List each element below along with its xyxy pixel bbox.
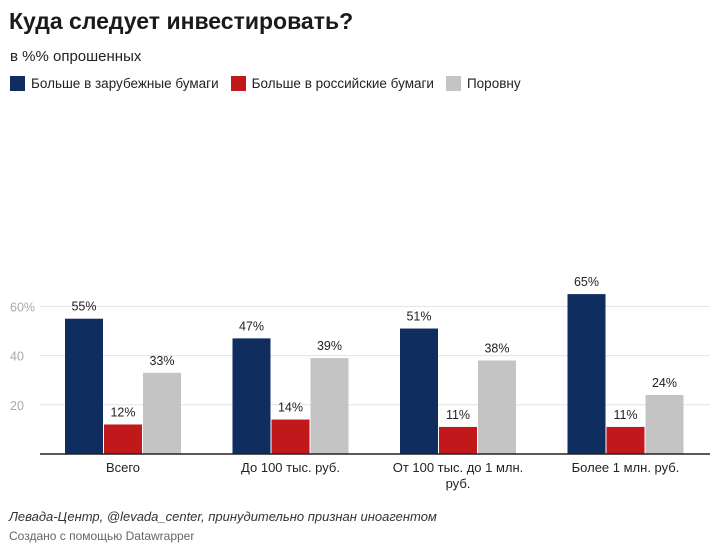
y-tick-label: 60% [10,300,35,314]
bar [478,360,516,454]
y-tick-label: 40 [10,350,24,364]
data-label: 14% [278,401,303,415]
bar-chart: 20 40 60% 55% 12% 33% Всего 47% 14% 39% До 100 тыс… [10,275,710,491]
x-tick-label: руб. [446,476,471,491]
bar [143,372,181,454]
data-label: 11% [613,408,637,422]
data-label: 11% [446,408,470,422]
x-tick-label: От 100 тыс. до 1 млн. [393,460,524,475]
data-label: 24% [652,376,677,390]
legend-label-equal: Поровну [466,76,521,91]
data-label: 39% [317,339,342,353]
bar [645,394,684,454]
legend-label-foreign: Больше в зарубежные бумаги [31,76,219,91]
legend-swatch-foreign [10,76,25,91]
legend-item-russian: Больше в российские бумаги [230,76,434,91]
data-label: 38% [484,342,509,356]
x-tick-label: Более 1 млн. руб. [572,460,680,475]
credit-note: Создано с помощью Datawrapper [9,529,195,543]
data-label: 12% [110,405,135,419]
legend-item-equal: Поровну [445,76,521,91]
x-tick-label: Всего [106,460,140,475]
chart-subtitle: в %% опрошенных [10,48,142,65]
legend-swatch-russian [230,76,246,91]
data-label: 47% [239,319,264,333]
x-tick-label: До 100 тыс. руб. [241,460,340,475]
bar [104,424,142,454]
bar [310,358,349,454]
y-tick-label: 20 [10,399,24,413]
data-label: 33% [149,354,174,368]
data-label: 55% [71,300,96,314]
bar [271,419,310,454]
data-label: 65% [574,275,599,289]
source-note: Левада-Центр, @levada_center, принудител… [9,509,437,524]
bar [400,328,438,454]
bar [606,426,645,454]
data-label: 51% [406,310,431,324]
legend-item-foreign: Больше в зарубежные бумаги [10,76,219,91]
bar [65,318,103,454]
bar [439,426,477,454]
legend-label-russian: Больше в российские бумаги [251,76,434,91]
bar [567,294,606,454]
bar [232,338,271,454]
chart-title: Куда следует инвестировать? [9,8,354,34]
legend: Больше в зарубежные бумаги Больше в росс… [10,76,533,91]
legend-swatch-equal [445,76,461,91]
